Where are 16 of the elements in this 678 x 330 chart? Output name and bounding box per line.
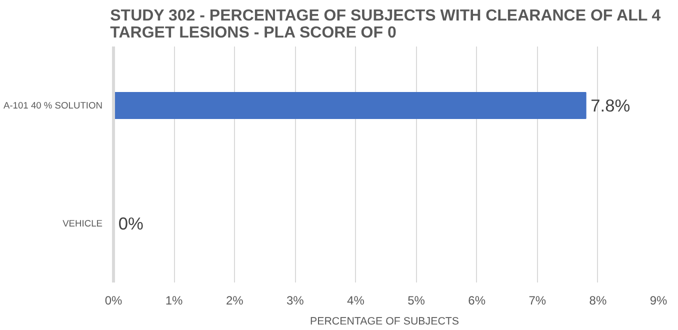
data-label: 0% — [118, 214, 144, 234]
x-tick-label: 9% — [650, 294, 668, 308]
x-tick-label: 8% — [589, 294, 607, 308]
x-tick-label: 1% — [165, 294, 184, 308]
x-tick-label: 5% — [408, 294, 426, 308]
x-tick-label: 2% — [226, 294, 244, 308]
x-tick-label: 0% — [104, 294, 122, 308]
x-tick-label: 7% — [528, 294, 546, 308]
data-label: 7.8% — [590, 96, 630, 116]
x-tick-label: 3% — [286, 294, 304, 308]
y-tick-label: VEHICLE — [62, 218, 103, 228]
x-axis-title: PERCENTAGE OF SUBJECTS — [310, 316, 460, 328]
x-tick-label: 4% — [347, 294, 365, 308]
chart-title: STUDY 302 - PERCENTAGE OF SUBJECTS WITH CLEARANCE OF ALL 4 TARGET LESIONS - PLA SCORE OF 0 — [110, 8, 661, 42]
x-tick-label: 6% — [468, 294, 486, 308]
y-tick-label: A-101 40 % SOLUTION — [3, 100, 103, 110]
